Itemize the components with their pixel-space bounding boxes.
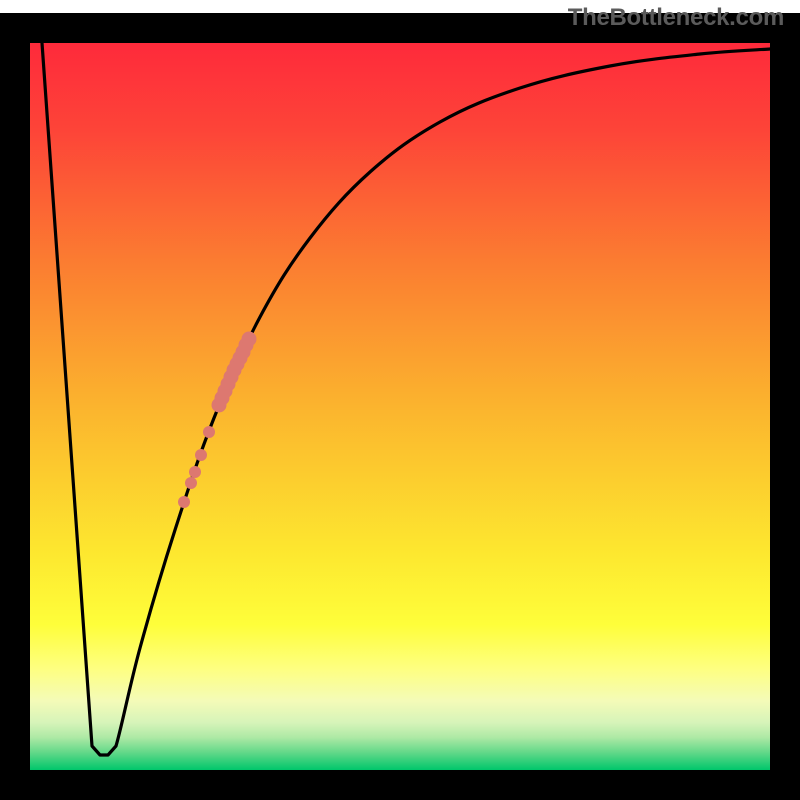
chart-background-gradient — [30, 43, 770, 770]
watermark-text: TheBottleneck.com — [568, 4, 784, 32]
data-marker — [178, 496, 190, 508]
data-marker — [189, 466, 201, 478]
data-marker — [185, 477, 197, 489]
data-marker — [203, 426, 215, 438]
data-marker — [242, 332, 257, 347]
data-marker — [195, 449, 207, 461]
bottleneck-chart — [0, 0, 800, 800]
